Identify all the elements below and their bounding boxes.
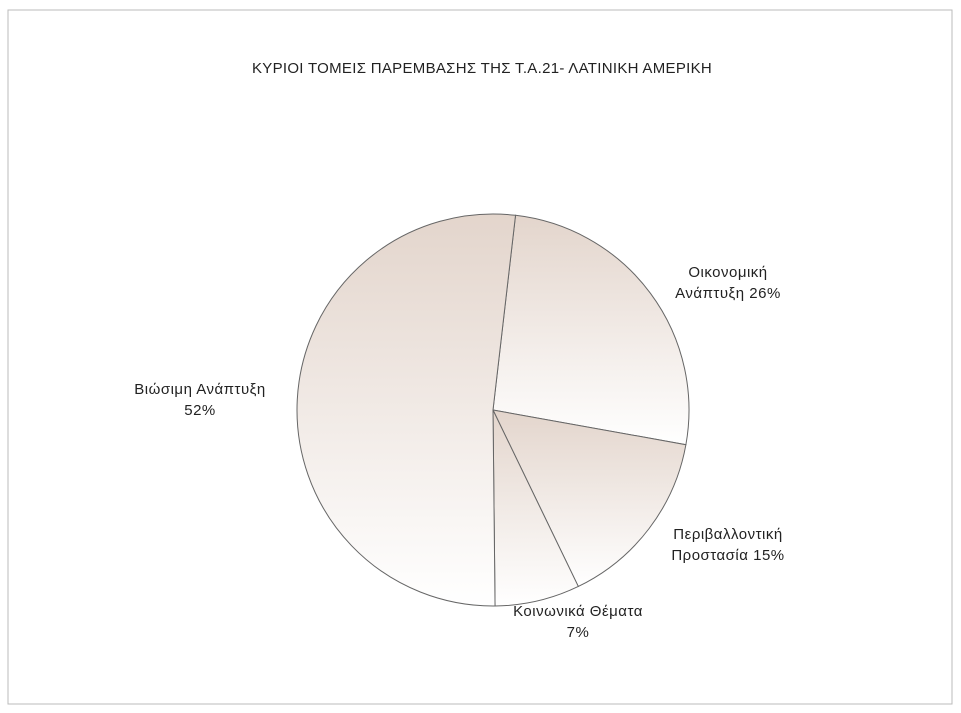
slice-label: Οικονομική Ανάπτυξη 26% (666, 262, 791, 304)
pie-slice (296, 213, 517, 607)
slice-category: Περιβαλλοντική Προστασία (671, 526, 783, 564)
slice-category: Βιώσιμη Ανάπτυξη (134, 381, 266, 398)
slice-value: 52% (184, 402, 216, 419)
slice-label: Περιβαλλοντική Προστασία 15% (666, 524, 791, 566)
chart-frame (7, 9, 953, 705)
slice-category: Οικονομική Ανάπτυξη (675, 264, 768, 302)
slice-value: 15% (753, 547, 785, 564)
slice-label: Κοινωνικά Θέματα 7% (508, 601, 648, 643)
slice-category: Κοινωνικά Θέματα (513, 603, 643, 620)
slice-value: 26% (749, 285, 781, 302)
slice-label: Βιώσιμη Ανάπτυξη 52% (130, 379, 270, 421)
pie-slice (492, 409, 687, 588)
pie-slice (492, 214, 690, 446)
chart-title: ΚΥΡΙΟΙ ΤΟΜΕΙΣ ΠΑΡΕΜΒΑΣΗΣ ΤΗΣ Τ.Α.21- ΛΑΤ… (252, 60, 712, 77)
slice-value: 7% (566, 624, 590, 641)
